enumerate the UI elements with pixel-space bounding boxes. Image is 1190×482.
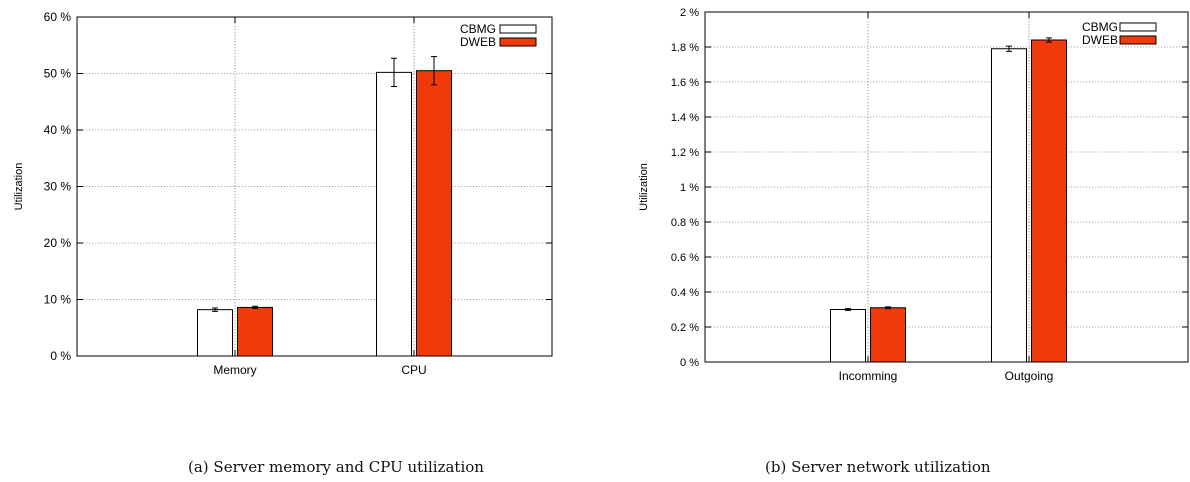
- legend-label-dweb: DWEB: [1082, 33, 1118, 47]
- figure-caption-a: (a) Server memory and CPU utilization: [188, 458, 484, 476]
- y-tick-label: 60 %: [44, 10, 72, 24]
- legend-swatch-cbmg: [1119, 22, 1157, 32]
- bar-cbmg-cpu: [376, 71, 412, 357]
- y-tick-label: 20 %: [44, 236, 72, 250]
- legend-swatch-dweb: [1119, 35, 1157, 45]
- bar-cbmg-memory: [197, 309, 233, 357]
- bar-dweb-incomming: [870, 307, 906, 363]
- x-tick-label: CPU: [401, 363, 426, 377]
- y-tick-label: 1.4 %: [671, 112, 699, 124]
- legend-label-cbmg: CBMG: [1082, 20, 1118, 34]
- x-tick-label: Incomming: [839, 369, 898, 383]
- bar-dweb-memory: [237, 306, 273, 357]
- bar-cbmg-outgoing: [991, 48, 1027, 363]
- y-axis-label: Utilization: [638, 163, 650, 211]
- y-tick-label: 1.8 %: [671, 42, 699, 54]
- y-tick-label: 1 %: [680, 182, 699, 194]
- y-tick-label: 1.6 %: [671, 77, 699, 89]
- legend-label-cbmg: CBMG: [460, 22, 496, 36]
- bar-dweb-outgoing: [1031, 39, 1067, 363]
- y-tick-label: 0.6 %: [671, 252, 699, 264]
- legend-label-dweb: DWEB: [460, 35, 496, 49]
- bar-cbmg-incomming: [830, 309, 866, 363]
- y-tick-label: 0.8 %: [671, 217, 699, 229]
- x-tick-label: Outgoing: [1005, 369, 1054, 383]
- y-tick-label: 0.2 %: [671, 322, 699, 334]
- chart-network: 0 % 0.2 % 0.4 % 0.6 % 0.8 % 1 % 1.2 % 1.4 % 1.6 …: [638, 7, 1189, 383]
- chart-memory-cpu: 0 % 10 % 20 % 30 % 40 % 50 % 60 % Memory CPU Util…: [13, 10, 553, 377]
- bar-dweb-cpu: [416, 70, 452, 357]
- legend-swatch-cbmg: [499, 24, 537, 34]
- y-axis-label: Utilization: [13, 163, 25, 211]
- y-tick-label: 40 %: [44, 123, 72, 137]
- y-tick-label: 10 %: [44, 293, 72, 307]
- legend-swatch-dweb: [499, 37, 537, 47]
- y-tick-label: 50 %: [44, 67, 72, 81]
- y-tick-label: 30 %: [44, 180, 72, 194]
- x-tick-label: Memory: [213, 363, 256, 377]
- y-tick-label: 0.4 %: [671, 287, 699, 299]
- y-tick-label: 1.2 %: [671, 147, 699, 159]
- y-tick-label: 2 %: [680, 7, 699, 19]
- figure-caption-b: (b) Server network utilization: [765, 458, 991, 476]
- y-tick-label: 0 %: [50, 349, 71, 363]
- y-tick-label: 0 %: [680, 357, 699, 369]
